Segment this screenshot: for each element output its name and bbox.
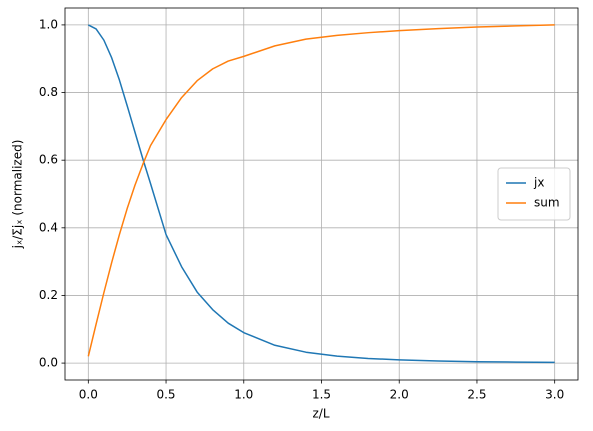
x-tick-label: 2.5 bbox=[467, 388, 486, 402]
line bbox=[87, 24, 555, 364]
x-tick-label: 1.5 bbox=[312, 388, 331, 402]
y-tick-label: 1.0 bbox=[39, 17, 58, 31]
x-tick-label: 3.0 bbox=[545, 388, 564, 402]
legend-label: jx bbox=[533, 176, 544, 190]
legend-box bbox=[497, 167, 571, 221]
y-tick-label: 0.0 bbox=[39, 356, 58, 370]
x-tick-label: 0.5 bbox=[156, 388, 175, 402]
y-tick-label: 0.2 bbox=[39, 288, 58, 302]
line bbox=[87, 24, 555, 357]
x-tick-label: 2.0 bbox=[390, 388, 409, 402]
y-tick-label: 0.4 bbox=[39, 220, 58, 234]
y-axis-label: jₓ/Σjₓ (normalized) bbox=[11, 140, 25, 250]
x-tick-label: 1.0 bbox=[234, 388, 253, 402]
x-tick-label: 0.0 bbox=[79, 388, 98, 402]
x-axis-label: z/L bbox=[312, 407, 329, 421]
y-tick-label: 0.8 bbox=[39, 85, 58, 99]
plot-frame bbox=[64, 7, 579, 381]
legend-label: sum bbox=[534, 196, 560, 210]
y-tick-label: 0.6 bbox=[39, 153, 58, 167]
